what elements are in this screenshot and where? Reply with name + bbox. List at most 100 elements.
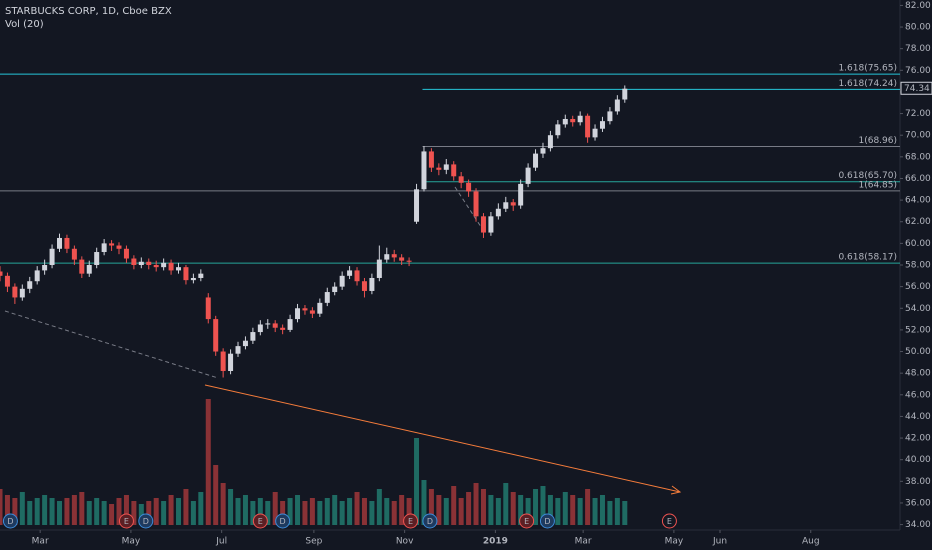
candle-body <box>518 183 524 206</box>
event-marker <box>403 513 419 529</box>
candle-body <box>131 258 137 265</box>
candle-body <box>302 308 308 311</box>
candle-body <box>12 286 18 298</box>
volume-bar <box>510 492 516 525</box>
volume-bar <box>94 498 100 525</box>
fib-label: 1.618(75.65) <box>838 64 897 74</box>
candle-body <box>86 265 92 274</box>
candle-body <box>272 323 278 328</box>
event-label: E <box>667 517 672 526</box>
volume-bar <box>518 495 524 525</box>
y-tick-label: 58.00 <box>905 261 931 271</box>
volume-bar <box>466 492 472 525</box>
x-tick-label: Jun <box>712 537 727 547</box>
volume-bar <box>302 501 308 525</box>
candle-body <box>369 277 375 291</box>
trend-arrow <box>670 485 682 495</box>
volume-bar <box>369 501 375 525</box>
event-label: D <box>7 517 13 526</box>
candle-body <box>324 292 330 303</box>
candle-body <box>451 164 457 177</box>
volume-bar <box>488 495 494 525</box>
volume-label: Vol (20) <box>5 19 44 30</box>
event-label: E <box>258 517 263 526</box>
event-marker <box>661 513 677 529</box>
y-tick-label: 64.00 <box>905 196 931 206</box>
candle-body <box>525 167 531 184</box>
volume-bar <box>205 399 211 525</box>
candle-body <box>116 245 122 249</box>
event-label: D <box>143 517 149 526</box>
x-tick-label: Jul <box>215 537 227 547</box>
volume-bar <box>347 498 353 525</box>
volume-bar <box>190 501 196 525</box>
volume-bar <box>399 495 405 525</box>
y-tick-label: 82.00 <box>905 1 931 11</box>
volume-bar <box>585 489 591 525</box>
candle-body <box>414 189 420 222</box>
volume-bar <box>428 489 434 525</box>
x-tick-label: Sep <box>305 537 322 547</box>
y-tick-label: 68.00 <box>905 152 931 162</box>
event-marker <box>2 513 18 529</box>
y-tick-label: 46.00 <box>905 390 931 400</box>
candle-body <box>94 252 100 265</box>
volume-bar <box>86 501 92 525</box>
volume-bar <box>443 498 449 525</box>
candle-body <box>495 208 501 217</box>
candle-body <box>228 353 234 371</box>
event-marker <box>539 513 555 529</box>
volume-bar <box>272 492 278 525</box>
volume-bar <box>607 501 613 525</box>
volume-bar <box>220 483 226 525</box>
volume-bar <box>242 495 248 525</box>
event-label: E <box>124 517 129 526</box>
candle-body <box>421 151 427 190</box>
candle-body <box>123 248 129 259</box>
volume-bar <box>79 492 85 525</box>
candle-body <box>540 148 546 154</box>
event-marker <box>275 513 291 529</box>
volume-bar <box>109 504 115 525</box>
volume-bar <box>34 498 40 525</box>
candle-body <box>592 128 598 138</box>
volume-bar <box>577 498 583 525</box>
volume-bar <box>436 495 442 525</box>
candle-body <box>391 254 397 258</box>
volume-bar <box>570 495 576 525</box>
candle-body <box>190 277 196 281</box>
candle-body <box>34 270 40 282</box>
fib-label: 1(68.96) <box>858 136 897 146</box>
volume-bar <box>421 480 427 525</box>
candle-body <box>473 191 479 217</box>
last-price-tag <box>900 81 932 95</box>
volume-bar <box>64 498 70 525</box>
volume-bar <box>414 438 420 525</box>
volume-bar <box>287 498 293 525</box>
event-label: D <box>544 517 550 526</box>
volume-bar <box>451 486 457 525</box>
candle-body <box>79 259 85 274</box>
volume-bar <box>562 492 568 525</box>
x-tick-label: Mar <box>575 537 592 547</box>
volume-bar <box>213 465 219 525</box>
candle-body <box>510 202 516 206</box>
candle-body <box>280 327 286 330</box>
candle-body <box>265 323 271 325</box>
volume-bar <box>458 498 464 525</box>
event-marker <box>519 513 535 529</box>
volume-bar <box>361 498 367 525</box>
volume-bar <box>49 498 55 525</box>
candle-body <box>339 275 345 287</box>
volume-bar <box>555 498 561 525</box>
candle-body <box>555 124 561 136</box>
candle-body <box>547 135 553 149</box>
y-tick-label: 66.00 <box>905 174 931 184</box>
dashed-trend <box>454 186 486 234</box>
volume-bar <box>391 501 397 525</box>
candle-body <box>458 176 464 183</box>
y-tick-label: 76.00 <box>905 66 931 76</box>
candle-body <box>622 88 628 100</box>
volume-bar <box>153 498 159 525</box>
